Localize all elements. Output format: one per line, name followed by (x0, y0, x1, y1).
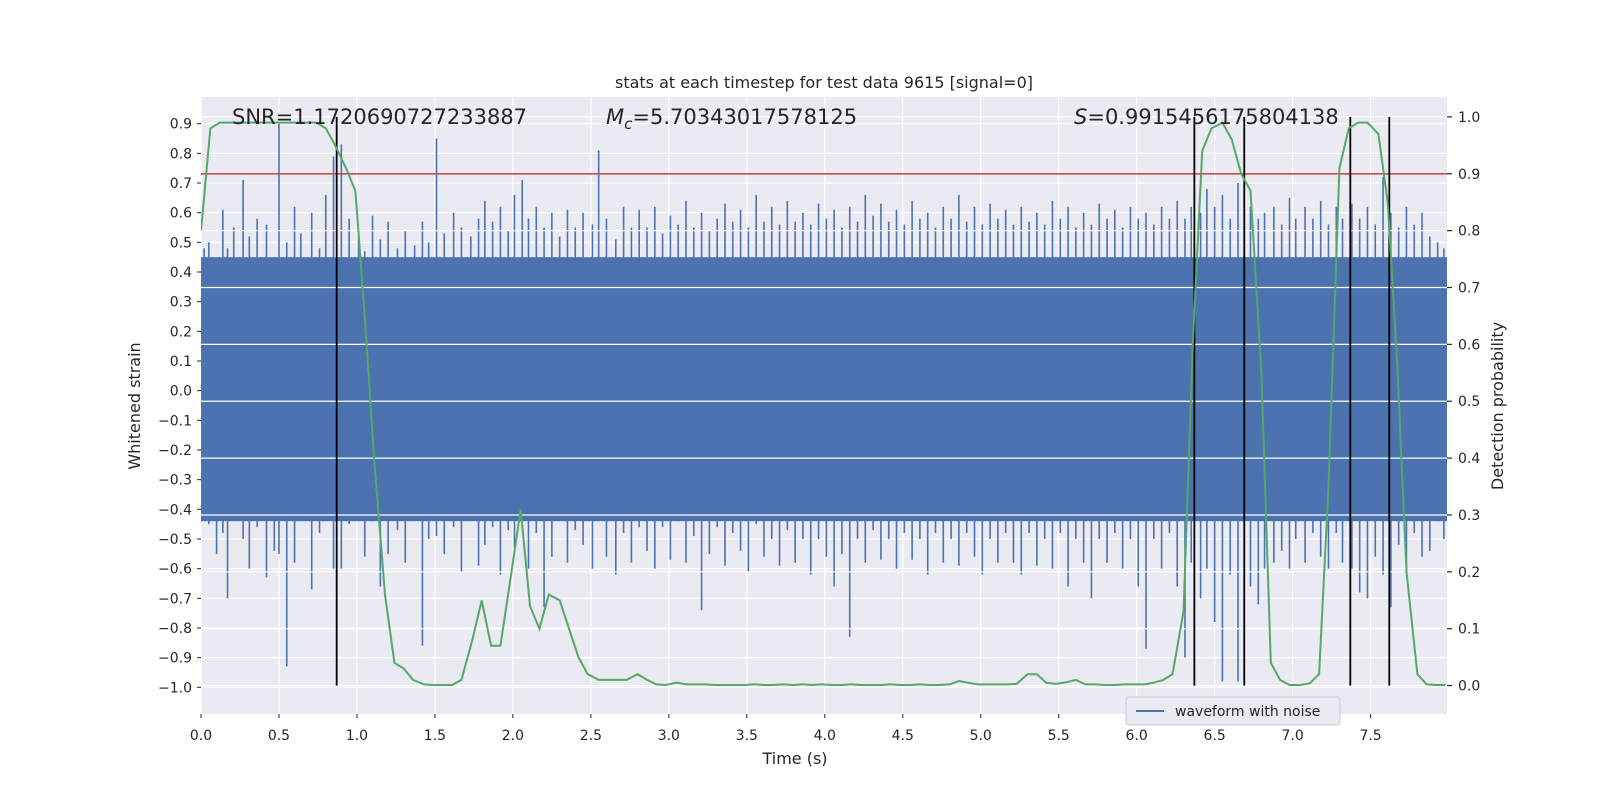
y-right-tick-label: 0.8 (1458, 224, 1480, 240)
x-tick-label: 3.0 (658, 728, 680, 744)
y-left-tick-label: −0.2 (158, 443, 192, 459)
y-left-tick-label: 0.0 (170, 384, 192, 400)
y-right-tick-labels: 1.0 0.9 0.8 0.7 0.6 0.5 0.4 0.3 0.2 0.1 0.0 (1447, 110, 1480, 695)
vertical-lines-group (335, 116, 1391, 686)
y-right-tick-label: 0.0 (1458, 679, 1480, 695)
y-left-tick-label: 0.6 (170, 206, 192, 222)
mc-subscript: c (624, 115, 633, 133)
y-right-tick-label: 0.1 (1458, 622, 1480, 638)
y-right-tick-label: 1.0 (1458, 110, 1480, 126)
snr-annotation: SNR=1.1720690727233887 (232, 105, 527, 129)
x-axis-label: Time (s) (761, 749, 827, 768)
s-value: =0.9915456175804138 (1087, 105, 1338, 129)
legend-box (1125, 696, 1341, 726)
y-left-tick-label: −0.7 (158, 591, 192, 607)
s-annotation: S=0.9915456175804138 (1074, 105, 1339, 129)
y-left-tick-label: 0.2 (170, 324, 192, 340)
x-tick-labels: 0.0 0.5 1.0 1.5 2.0 2.5 3.0 3.5 4.0 4.5 5.0 5.5 6.0 6… (190, 714, 1382, 744)
y-right-tick-label: 0.9 (1458, 167, 1480, 183)
legend: waveform with noise (1125, 696, 1341, 726)
y-left-tick-label: −0.6 (158, 562, 192, 578)
y-left-tick-labels: 0.9 0.8 0.7 0.6 0.5 0.4 0.3 0.2 0.1 0.0 −0.1 −0.2 −0… (158, 117, 201, 696)
chart-title: stats at each timestep for test data 961… (615, 73, 1033, 92)
mc-symbol: M (606, 105, 624, 129)
y-left-tick-label: −0.3 (158, 473, 192, 489)
x-tick-label: 7.5 (1359, 728, 1381, 744)
y-axis-label-right: Detection probability (1488, 322, 1507, 490)
y-right-tick-label: 0.4 (1458, 451, 1480, 467)
y-right-tick-label: 0.2 (1458, 565, 1480, 581)
x-tick-label: 0.5 (268, 728, 290, 744)
y-right-tick-label: 0.6 (1458, 337, 1480, 353)
y-left-tick-label: −0.4 (158, 502, 192, 518)
chirp-mass-annotation: Mc=5.70343017578125 (606, 105, 857, 133)
y-right-tick-label: 0.5 (1458, 394, 1480, 410)
mc-value: =5.70343017578125 (632, 105, 857, 129)
y-left-tick-label: 0.8 (170, 146, 192, 162)
x-tick-label: 1.0 (346, 728, 368, 744)
y-axis-label-left: Whitened strain (125, 342, 144, 469)
y-left-tick-label: 0.3 (170, 295, 192, 311)
x-tick-label: 6.0 (1126, 728, 1148, 744)
y-left-tick-label: −0.5 (158, 532, 192, 548)
x-tick-label: 2.5 (580, 728, 602, 744)
x-tick-label: 5.5 (1048, 728, 1070, 744)
y-left-tick-label: −1.0 (158, 680, 192, 696)
x-tick-label: 3.5 (736, 728, 758, 744)
x-tick-label: 4.5 (892, 728, 914, 744)
probability-series (201, 121, 1446, 687)
y-left-tick-label: −0.9 (158, 651, 192, 667)
probability-line (201, 121, 1446, 687)
x-tick-label: 6.5 (1204, 728, 1226, 744)
x-tick-label: 7.0 (1281, 728, 1303, 744)
y-left-tick-label: 0.1 (170, 354, 192, 370)
y-right-tick-label: 0.3 (1458, 508, 1480, 524)
x-tick-label: 0.0 (190, 728, 212, 744)
y-left-tick-label: 0.4 (170, 265, 192, 281)
y-left-tick-label: −0.8 (158, 621, 192, 637)
x-tick-label: 4.0 (814, 728, 836, 744)
y-left-tick-label: 0.7 (170, 176, 192, 192)
waveform-noise-band (201, 257, 1447, 522)
x-tick-label: 1.5 (424, 728, 446, 744)
legend-label: waveform with noise (1175, 704, 1320, 720)
y-left-tick-label: 0.9 (170, 117, 192, 133)
y-left-tick-label: −0.1 (158, 413, 192, 429)
y-right-tick-label: 0.7 (1458, 281, 1480, 297)
x-tick-label: 2.0 (502, 728, 524, 744)
x-tick-label: 5.0 (970, 728, 992, 744)
s-symbol: S (1074, 105, 1087, 129)
y-left-tick-label: 0.5 (170, 235, 192, 251)
